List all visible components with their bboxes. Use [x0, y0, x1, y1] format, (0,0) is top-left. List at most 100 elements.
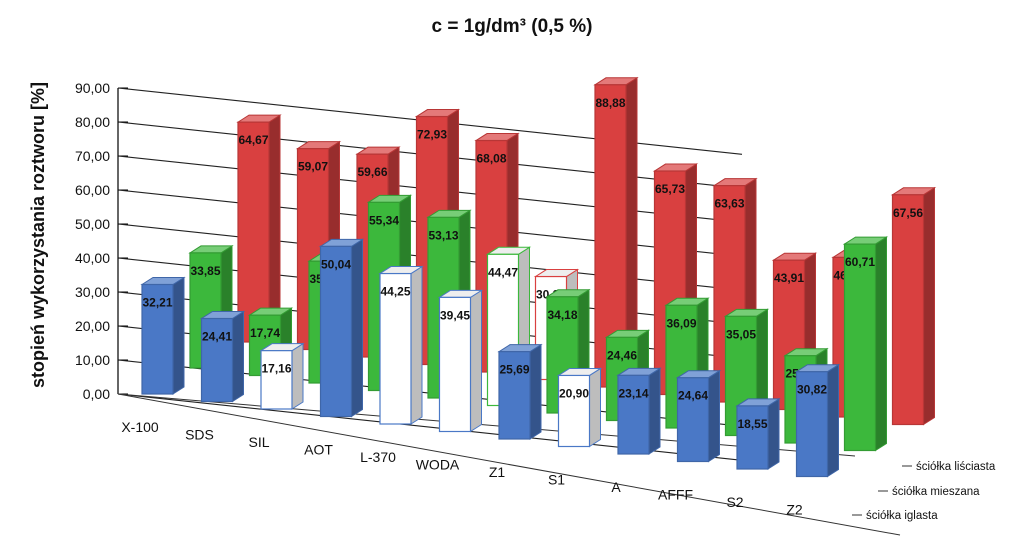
data-label: 33,85 — [190, 264, 220, 278]
bar: 39,45 — [437, 289, 484, 433]
bar-side — [232, 310, 244, 403]
bar-front — [795, 371, 829, 478]
bar-side — [410, 265, 423, 425]
data-label: 18,55 — [737, 417, 767, 431]
x-tick-label: AOT — [304, 442, 333, 458]
bar: 44,25 — [378, 265, 424, 425]
data-label: 72,93 — [417, 128, 447, 142]
bar-side — [351, 238, 363, 418]
x-tick-label: SIL — [248, 434, 269, 450]
bar-side — [923, 186, 935, 426]
data-label: 67,56 — [893, 206, 923, 220]
bars-layer: 64,6759,0759,6672,9368,0830,2888,8865,73… — [140, 76, 937, 478]
series-axis-labels: ściółka liściasta ściółka mieszana ściółka… — [852, 461, 996, 522]
data-label: 63,63 — [714, 197, 744, 211]
y-axis-label: stopień wykorzystania roztworu [%] — [28, 82, 48, 388]
bar: 50,04 — [318, 238, 365, 418]
x-tick-label: SDS — [185, 427, 214, 443]
data-label: 64,67 — [238, 133, 268, 147]
data-label: 60,71 — [845, 255, 875, 269]
bar-side — [529, 343, 542, 440]
data-label: 36,09 — [666, 316, 696, 330]
data-label: 88,88 — [595, 96, 625, 110]
x-axis-line — [117, 393, 901, 536]
data-label: 55,34 — [369, 213, 399, 227]
bar-front — [843, 243, 877, 452]
bar-front — [891, 194, 925, 426]
y-tick-label: 30,00 — [75, 284, 110, 300]
floor-line — [117, 393, 856, 457]
y-tick-label: 70,00 — [75, 148, 110, 164]
bar-side — [827, 363, 839, 478]
data-label: 59,07 — [298, 160, 328, 174]
bar-front — [736, 405, 769, 470]
series-axis-label: ściółka iglasta — [866, 510, 938, 522]
bar-side — [708, 369, 720, 463]
bar-front — [379, 272, 412, 425]
bar: 18,55 — [735, 398, 781, 470]
bar: 24,41 — [199, 310, 246, 403]
bar: 60,71 — [842, 236, 889, 452]
y-tick-label: 20,00 — [75, 318, 110, 334]
bar-front — [200, 317, 234, 403]
data-label: 59,66 — [357, 165, 387, 179]
bar-front — [617, 374, 650, 455]
data-label: 32,21 — [142, 295, 172, 309]
data-label: 68,08 — [476, 152, 506, 166]
y-tick-label: 0,00 — [83, 386, 110, 402]
bar-front — [676, 377, 710, 463]
data-label: 25,69 — [499, 363, 529, 377]
data-label: 44,25 — [380, 285, 410, 299]
data-label: 30,82 — [797, 383, 827, 397]
bar: 67,56 — [890, 186, 937, 426]
series-axis-label: ściółka mieszana — [892, 486, 980, 498]
bar: 25,69 — [497, 343, 543, 440]
data-label: 53,13 — [428, 228, 458, 242]
x-tick-label: X-100 — [121, 419, 159, 435]
data-label: 24,64 — [678, 389, 708, 403]
data-label: 43,91 — [774, 271, 804, 285]
x-tick-label: AFFF — [658, 487, 693, 503]
bar-side — [648, 367, 661, 455]
data-label: 44,47 — [488, 265, 518, 279]
bar: 23,14 — [616, 367, 662, 455]
bar: 32,21 — [140, 276, 186, 395]
y-tick-label: 10,00 — [75, 352, 110, 368]
data-label: 35,05 — [726, 327, 756, 341]
bar-front — [557, 374, 591, 448]
bar-front — [237, 121, 270, 343]
x-tick-label: S1 — [548, 472, 565, 488]
x-tick-label: Z1 — [489, 464, 506, 480]
bar-side — [589, 367, 601, 448]
x-tick-label: Z2 — [786, 502, 803, 518]
data-label: 65,73 — [655, 182, 685, 196]
bar-front — [260, 350, 293, 410]
data-label: 23,14 — [618, 386, 648, 400]
bar-front — [498, 351, 531, 440]
y-tick-label: 50,00 — [75, 216, 110, 232]
data-label: 50,04 — [321, 257, 351, 271]
x-tick-label: A — [611, 479, 621, 495]
y-tick-label: 40,00 — [75, 250, 110, 266]
bar-side — [767, 398, 780, 470]
data-label: 39,45 — [440, 308, 470, 322]
chart-title: c = 1g/dm³ (0,5 %) — [431, 16, 593, 37]
x-tick-label: L-370 — [360, 449, 396, 465]
y-tick-label: 80,00 — [75, 114, 110, 130]
data-label: 17,16 — [261, 362, 291, 376]
bar: 20,90 — [556, 367, 603, 448]
bar: 17,16 — [259, 342, 305, 410]
bar-side — [291, 342, 304, 410]
series-axis-label: ściółka liściasta — [916, 461, 996, 473]
bar-front — [141, 283, 174, 395]
data-label: 20,90 — [559, 386, 589, 400]
bar-side — [875, 236, 887, 452]
y-tick-label: 60,00 — [75, 182, 110, 198]
data-label: 24,46 — [607, 348, 637, 362]
data-label: 17,74 — [250, 326, 280, 340]
x-tick-label: WODA — [416, 457, 460, 473]
bar: 30,82 — [794, 363, 841, 478]
x-tick-label: S2 — [726, 494, 743, 510]
x-tick-labels: X-100 SDS SIL AOT L-370 WODA Z1 S1 A AFFF S2 Z2 — [121, 419, 803, 518]
